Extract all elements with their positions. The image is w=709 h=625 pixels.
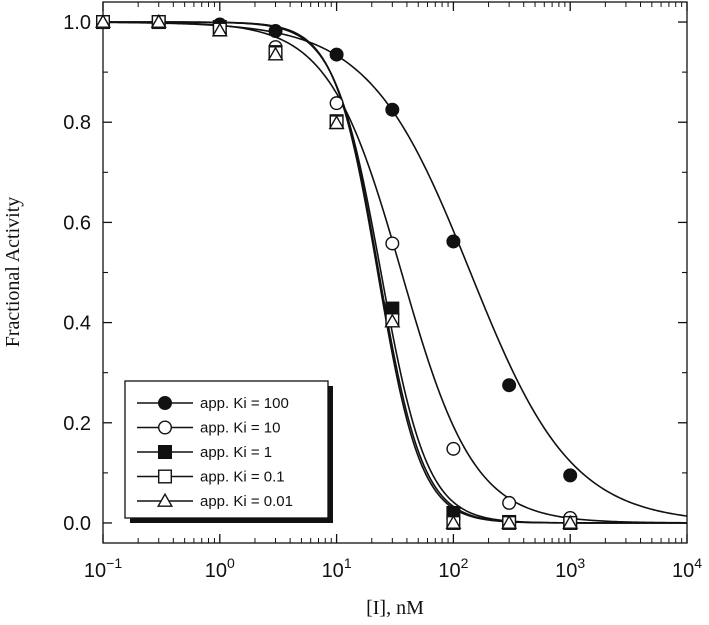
fit-curve-series-5	[103, 21, 687, 524]
data-point-series-5	[384, 313, 401, 328]
y-tick-label: 0.0	[63, 513, 91, 535]
data-point-series-2	[329, 96, 344, 111]
data-point-series-1	[563, 468, 578, 483]
x-tick-label: 100	[205, 555, 235, 582]
data-points	[94, 13, 579, 530]
y-tick-label: 1.0	[63, 12, 91, 34]
data-point-series-1	[502, 378, 517, 393]
legend-label: app. Ki = 1	[200, 444, 272, 461]
data-point-series-5	[328, 115, 345, 130]
data-point-series-5	[94, 13, 112, 28]
x-tick-label: 10−1	[84, 555, 122, 582]
legend-label: app. Ki = 100	[200, 395, 289, 412]
data-point-series-1	[329, 47, 344, 62]
data-point-series-5	[267, 46, 284, 61]
legend-marker	[156, 492, 174, 507]
data-point-series-3	[385, 301, 400, 316]
y-tick-label: 0.8	[63, 112, 91, 134]
data-point-series-2	[385, 236, 400, 251]
x-tick-label: 104	[672, 555, 702, 582]
data-point-series-2	[502, 495, 517, 510]
legend-marker	[157, 396, 172, 411]
legend-marker	[157, 445, 172, 460]
x-tick-label: 103	[555, 555, 585, 582]
y-tick-label: 0.6	[63, 212, 91, 234]
axis-ticks: 0.0 0.2 0.4 0.6 0.8 1.0 10−1 100 101 102 103 104	[63, 2, 702, 582]
y-tick-label: 0.2	[63, 413, 91, 435]
legend-label: app. Ki = 10	[200, 420, 280, 437]
x-tick-label: 102	[438, 555, 468, 582]
data-point-series-5	[562, 514, 579, 529]
data-point-series-5	[501, 514, 518, 529]
data-point-series-5	[211, 22, 228, 37]
data-point-series-1	[385, 102, 400, 117]
y-axis-title: Fractional Activity	[2, 197, 24, 348]
x-tick-label: 101	[322, 555, 352, 582]
data-point-series-1	[446, 234, 461, 249]
legend-label: app. Ki = 0.01	[200, 493, 293, 510]
legend-label: app. Ki = 0.1	[200, 469, 285, 486]
data-point-series-5	[150, 13, 167, 28]
data-point-series-5	[445, 514, 462, 529]
legend: app. Ki = 100 app. Ki = 10 app. Ki = 1 app.…	[124, 380, 333, 523]
x-axis-title: [I], nM	[366, 597, 424, 619]
data-point-series-1	[268, 24, 283, 39]
data-point-series-2	[446, 441, 461, 456]
y-tick-label: 0.4	[63, 313, 91, 335]
legend-marker	[157, 420, 172, 435]
legend-marker	[157, 469, 172, 484]
